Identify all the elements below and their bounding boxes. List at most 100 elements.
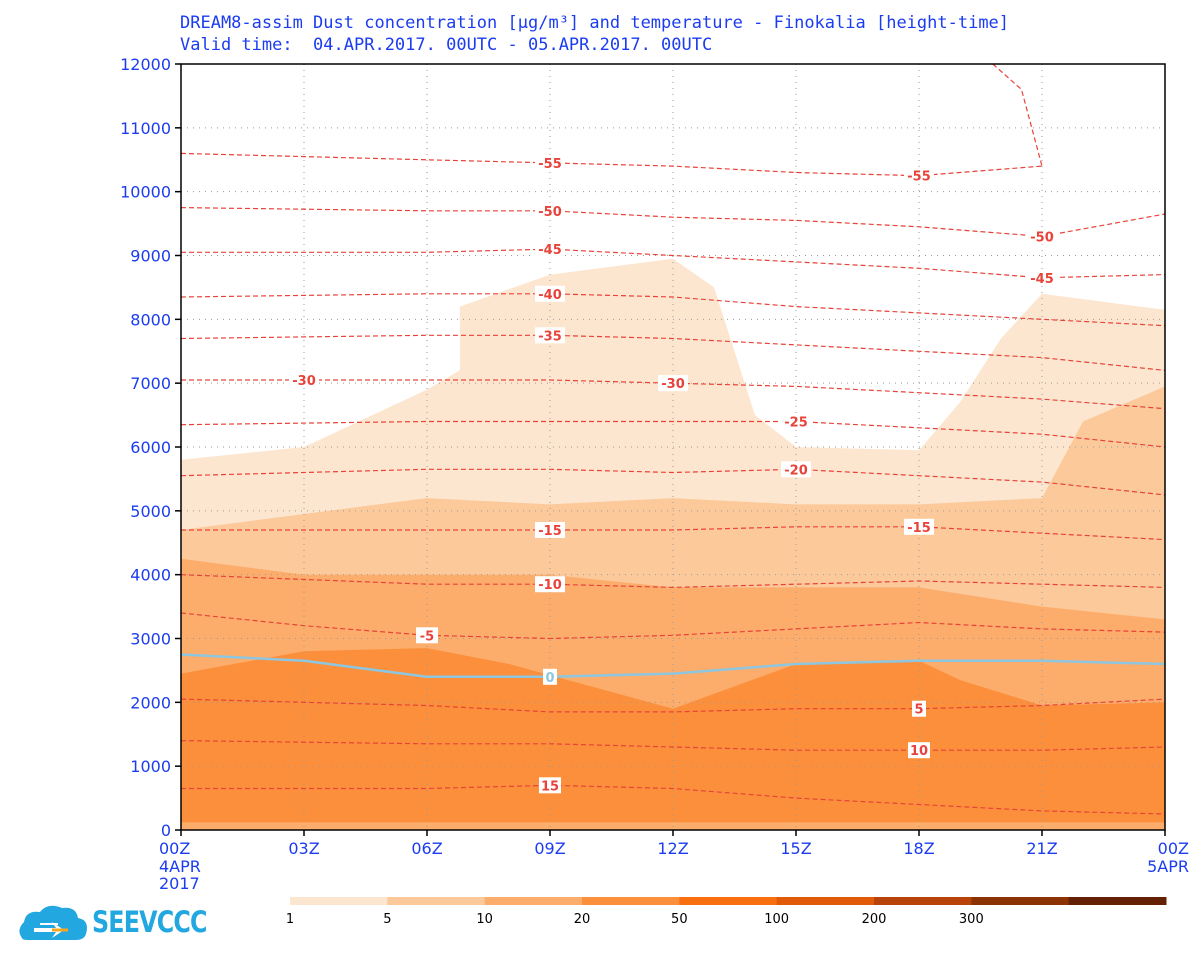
contour-label: -20 [784,463,808,478]
contour-label: -5 [420,629,434,644]
contour-label-box [904,518,934,535]
x-tick-sublabel: 4APR [159,857,201,876]
contour-label: -50 [538,205,562,220]
colorbar-segment [874,897,972,905]
contour-label: -45 [538,243,562,258]
contour-label-box [904,167,934,184]
contour-label-box [781,413,811,430]
y-tick-label: 9000 [130,247,171,266]
colorbar-segment [679,897,778,905]
contour-label-box [535,202,565,219]
y-tick-label: 4000 [130,566,171,585]
contour-label-box [908,742,930,759]
contour-label: -35 [538,329,562,344]
contour-label: 0 [545,671,554,686]
temperature-contour-line [181,784,1166,815]
contour-label-box [535,285,565,302]
contour-label: -50 [1030,230,1054,245]
contour-label-box [539,777,561,794]
contour-label: -15 [907,521,931,536]
colorbar-label: 50 [671,912,688,927]
logo-text: SEEVCCC [92,905,207,939]
temperature-contour-line [181,248,1166,279]
x-tick-label: 03Z [288,839,319,858]
contour-label-box [535,576,565,593]
contour-label: -55 [907,170,931,185]
colorbar-label: 200 [862,912,887,927]
colorbar-segment [971,897,1070,905]
contour-label: -55 [538,157,562,172]
colorbar-segment [1068,897,1167,905]
contour-label: -30 [292,374,316,389]
contour-label-box [1027,228,1057,245]
seevccc-logo-icon [19,905,87,940]
contour-label-box [535,241,565,258]
contour-label: -30 [661,377,685,392]
contour-label-box [781,461,811,478]
x-tick-sublabel: 5APR [1147,857,1189,876]
temperature-contour-line [180,698,1166,713]
x-tick-label: 00Z [1158,839,1189,858]
axes: 0100020003000400050006000700080009000100… [120,55,1189,893]
contour-label: 15 [541,779,559,794]
y-tick-label: 3000 [130,630,171,649]
colorbar-label: 10 [476,912,493,927]
y-tick-label: 11000 [120,119,171,138]
colorbar-label: 300 [959,912,984,927]
colorbar-segment [387,897,486,905]
contour-label: 5 [914,703,923,718]
temperature-contour-line [180,334,1166,371]
contour-label: -45 [1030,272,1054,287]
contour-label-box [416,627,438,644]
colorbar-label: 100 [764,912,789,927]
y-tick-label: 12000 [120,55,171,74]
colorbar-label: 5 [383,912,391,927]
temperature-contour-line [180,293,1166,327]
contour-label: -25 [784,415,808,430]
colorbar-label: 20 [574,912,591,927]
contour-label-box [535,154,565,171]
x-tick-label: 09Z [534,839,565,858]
x-tick-label: 06Z [411,839,442,858]
x-tick-label: 12Z [657,839,688,858]
colorbar-label: 1 [286,912,294,927]
colorbar-segment [484,897,583,905]
colorbar-segment [290,897,388,905]
y-tick-label: 2000 [130,693,171,712]
y-tick-label: 5000 [130,502,171,521]
contour-label: -10 [538,578,562,593]
colorbar: 1 5 10 20 50 100 200 300 [286,897,1167,927]
contour-label-box [912,700,926,717]
x-tick-sublabel: 2017 [159,874,200,893]
contour-label-box [535,327,565,344]
temperature-contour-line [180,420,1166,448]
zero-isotherm-line [180,653,1166,679]
temperature-contour-line [180,574,1166,589]
temperature-contour-line [180,740,1166,751]
contour-label: -40 [538,288,562,303]
chart-subtitle: Valid time: 04.APR.2017. 00UTC - 05.APR.… [180,35,713,55]
contour-label: 10 [910,744,928,759]
contour-labels: 15 10 5 0 -5 -10 -15 -15 -20 -25 -30 -30 -35 -40 -45 -4… [289,154,1057,794]
y-tick-label: 10000 [120,183,171,202]
temperature-contour-line [180,612,1166,640]
x-tick-label: 15Z [780,839,811,858]
chart-title: DREAM8-assim Dust concentration [μg/m³] … [180,13,1010,33]
contour-label: -15 [538,524,562,539]
temperature-contour-line [180,468,1166,496]
temperature-contour-line [992,63,1043,167]
temperature-contour-line [180,207,1166,238]
y-tick-label: 0 [161,821,171,840]
contour-label-box [658,375,688,392]
contour-label-box [289,371,319,388]
x-tick-label: 21Z [1026,839,1057,858]
contour-label-box [535,521,565,538]
contour-label-box [543,668,557,685]
temperature-contour-line [181,379,1166,410]
colorbar-segment [582,897,680,905]
y-tick-label: 7000 [130,374,171,393]
temperature-contour-line [181,526,1166,541]
y-tick-label: 6000 [130,438,171,457]
colorbar-segment [776,897,875,905]
